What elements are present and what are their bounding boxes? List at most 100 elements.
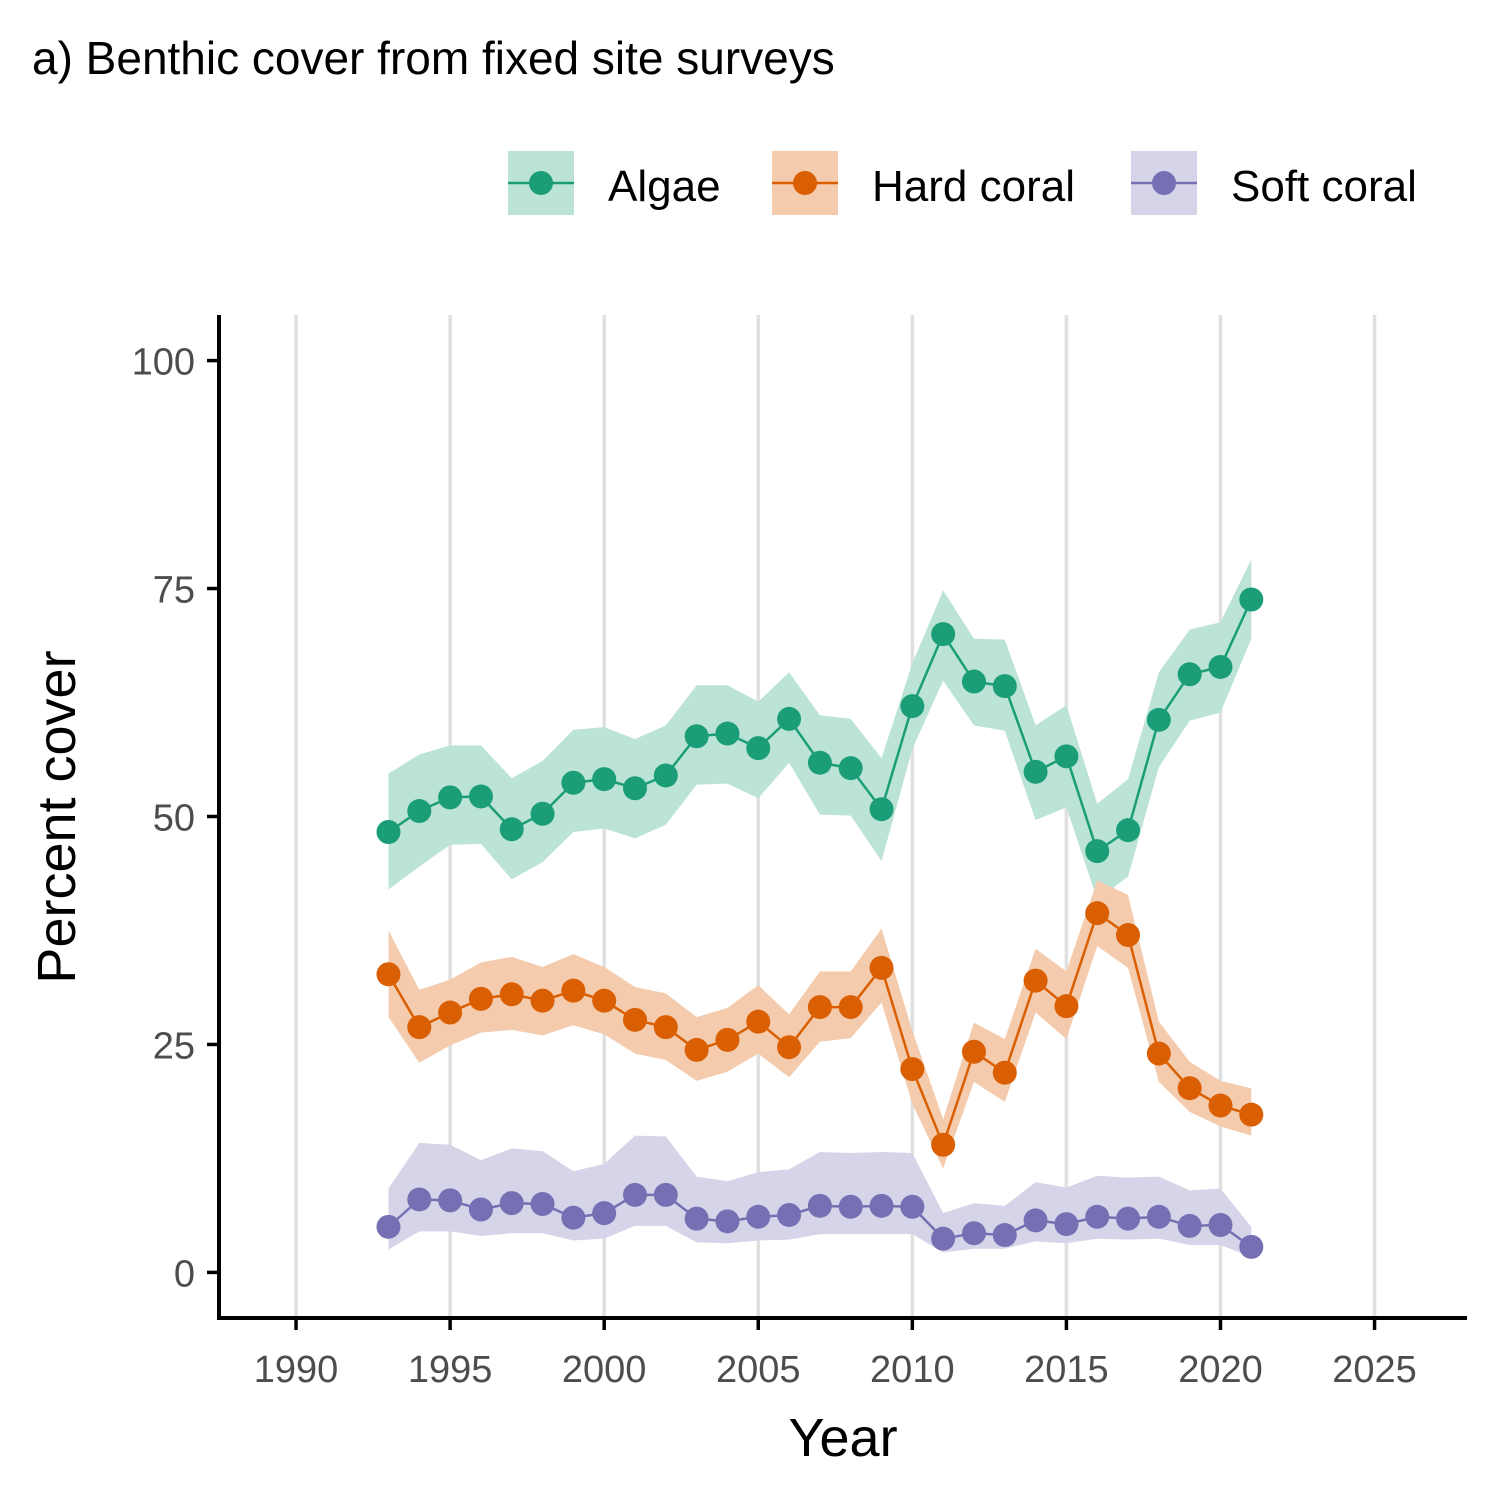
point-algae-2014 [1023,759,1048,784]
point-algae-2021 [1239,587,1264,612]
point-algae-1994 [407,799,432,824]
point-soft-coral-2020 [1208,1212,1233,1237]
x-tick-label-2010: 2010 [870,1349,955,1391]
point-hard-coral-2012 [961,1039,986,1064]
point-hard-coral-1999 [561,978,586,1003]
y-tick-label-25: 25 [153,1025,195,1067]
point-algae-2012 [961,669,986,694]
point-soft-coral-1993 [376,1214,401,1239]
point-soft-coral-2004 [715,1209,740,1234]
point-soft-coral-1994 [407,1187,432,1212]
point-algae-2013 [992,674,1017,699]
point-algae-1995 [438,785,463,810]
point-soft-coral-2017 [1116,1206,1141,1231]
point-soft-coral-2019 [1177,1213,1202,1238]
point-soft-coral-2018 [1146,1204,1171,1229]
point-soft-coral-2010 [900,1194,925,1219]
point-soft-coral-1995 [438,1188,463,1213]
point-hard-coral-2008 [838,995,863,1020]
point-hard-coral-2010 [900,1057,925,1082]
point-hard-coral-2018 [1146,1041,1171,1066]
point-soft-coral-2016 [1085,1204,1110,1229]
point-soft-coral-2015 [1054,1212,1079,1237]
legend: Algae Hard coral Soft coral [508,151,1417,215]
point-hard-coral-2003 [684,1037,709,1062]
point-soft-coral-1997 [499,1191,524,1216]
confidence-ribbons [388,559,1252,1257]
point-soft-coral-1996 [468,1197,493,1222]
point-algae-2001 [623,776,647,801]
point-algae-2003 [684,724,709,749]
point-soft-coral-1998 [530,1192,555,1217]
point-algae-2016 [1085,839,1110,864]
point-hard-coral-2006 [777,1035,802,1060]
ticks: 0 25 50 75 100 1990 1995 2000 2005 2010 2015 2020 20… [132,342,1417,1391]
point-algae-2002 [653,763,678,788]
point-algae-1998 [530,801,555,826]
point-algae-2004 [715,721,740,746]
point-hard-coral-2014 [1023,968,1048,993]
y-tick-label-100: 100 [132,342,195,384]
point-algae-2008 [838,756,863,781]
point-soft-coral-2012 [961,1221,986,1246]
legend-label-hard-coral: Hard coral [872,162,1075,211]
point-algae-1997 [499,817,524,842]
point-algae-2009 [869,797,894,822]
point-hard-coral-2021 [1239,1102,1264,1127]
y-tick-label-75: 75 [153,570,195,612]
point-hard-coral-2016 [1085,901,1110,926]
legend-item-soft-coral: Soft coral [1131,151,1417,215]
point-algae-2015 [1054,744,1079,769]
point-soft-coral-2009 [869,1193,894,1218]
point-hard-coral-2005 [746,1009,771,1034]
legend-point-hard-coral [793,171,817,195]
point-hard-coral-1998 [530,988,555,1013]
y-tick-label-50: 50 [153,798,195,840]
point-algae-2005 [746,736,771,761]
point-algae-1996 [468,784,493,809]
point-algae-2010 [900,694,925,719]
point-soft-coral-2003 [684,1206,709,1231]
chart-title: a) Benthic cover from fixed site surveys [32,32,835,84]
x-axis-title: Year [788,1408,897,1468]
point-algae-1993 [376,820,401,845]
legend-item-hard-coral: Hard coral [772,151,1075,215]
legend-label-soft-coral: Soft coral [1231,162,1417,211]
x-tick-label-2025: 2025 [1332,1349,1417,1391]
point-hard-coral-2009 [869,955,894,980]
point-hard-coral-2013 [992,1060,1017,1085]
legend-point-algae [529,171,553,195]
point-hard-coral-2000 [592,988,617,1013]
point-hard-coral-2011 [931,1132,956,1157]
series-points [376,587,1264,1259]
point-hard-coral-2019 [1177,1076,1202,1101]
point-soft-coral-1999 [561,1205,586,1230]
point-algae-2011 [931,622,956,647]
point-soft-coral-2005 [746,1204,771,1229]
point-hard-coral-1995 [438,1000,463,1025]
x-tick-label-2020: 2020 [1178,1349,1263,1391]
point-algae-2018 [1146,707,1171,732]
point-hard-coral-2001 [623,1007,647,1032]
point-soft-coral-2001 [623,1182,647,1207]
point-algae-2007 [807,750,832,775]
point-algae-2017 [1116,818,1141,843]
legend-item-algae: Algae [508,151,721,215]
point-soft-coral-2013 [992,1223,1017,1248]
x-tick-label-2015: 2015 [1024,1349,1109,1391]
point-hard-coral-1994 [407,1015,432,1040]
y-axis-title: Percent cover [27,650,87,983]
point-soft-coral-2014 [1023,1208,1048,1233]
point-soft-coral-2007 [807,1193,832,1218]
x-tick-label-1995: 1995 [408,1349,493,1391]
ribbon-hard-coral [388,880,1252,1169]
ribbon-algae [388,559,1252,900]
point-hard-coral-2017 [1116,923,1141,948]
point-hard-coral-2015 [1054,994,1079,1019]
point-algae-2006 [777,706,802,731]
point-hard-coral-2007 [807,995,832,1020]
legend-label-algae: Algae [608,162,721,211]
point-soft-coral-2008 [838,1194,863,1219]
x-tick-label-2005: 2005 [716,1349,801,1391]
